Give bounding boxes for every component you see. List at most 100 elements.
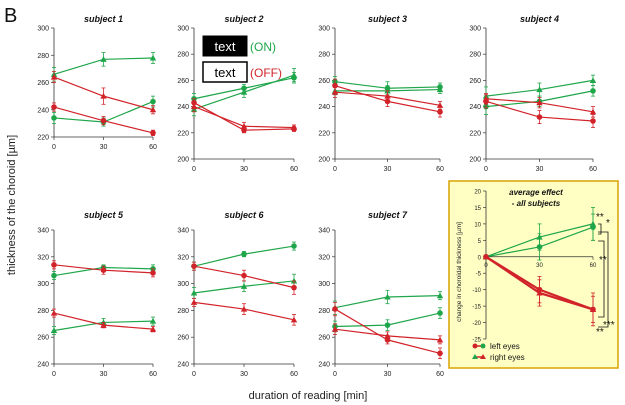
p2-y-tick-label: 240 [177, 104, 189, 111]
p1-point-green-triangle [100, 56, 107, 62]
p7-point-red-circle [437, 350, 443, 357]
legend: text (ON) text (OFF) [202, 35, 282, 83]
legend-off-box [202, 61, 248, 83]
p1-y-tick-label: 280 [37, 53, 49, 60]
p1-point-green-circle [150, 98, 156, 105]
p3-x-tick-label: 0 [333, 166, 337, 173]
inset-legend-left: left eyes [490, 342, 520, 351]
inset-title-line1: average effect [509, 188, 563, 197]
p4-x-tick-label: 0 [484, 166, 488, 173]
p4-y-tick-label: 240 [469, 104, 481, 111]
p2-x-tick-label: 0 [192, 166, 196, 173]
p8-x-tick-label: 60 [590, 263, 597, 269]
inset-title-line2: - all subjects [512, 199, 561, 208]
p4-y-tick-label: 280 [469, 52, 481, 59]
legend-on-box [202, 35, 248, 57]
p7-y-tick-label: 340 [318, 228, 330, 235]
p2-point-green-triangle [240, 88, 248, 95]
p7-x-tick-label: 30 [384, 371, 392, 378]
p4-point-red-triangle [482, 95, 490, 102]
p6-y-tick-label: 280 [177, 308, 189, 315]
p6-point-red-triangle [240, 305, 248, 312]
p5-title: subject 5 [84, 210, 124, 220]
sig-1: ** [596, 212, 604, 223]
p4-y-tick-label: 300 [469, 26, 481, 33]
p8-point-red-triangle [589, 306, 597, 312]
p1-title: subject 1 [84, 14, 123, 24]
p2-y-tick-label: 220 [177, 130, 189, 137]
p7-y-tick-label: 260 [318, 335, 330, 342]
sig-bracket-low [598, 240, 605, 318]
p4-point-green-triangle [589, 77, 597, 83]
p6-x-tick-label: 30 [240, 371, 248, 378]
p8-y-tick-label: -10 [472, 288, 481, 294]
legend-off-box-text: text [215, 65, 236, 80]
p6-y-tick-label: 300 [177, 281, 189, 288]
p8-y-tick-label: 15 [474, 206, 481, 212]
p4-point-red-circle [536, 114, 543, 120]
p5-x-tick-label: 30 [100, 371, 108, 378]
p6-point-red-circle [191, 263, 197, 269]
p8-y-tick-label: 5 [478, 239, 482, 245]
legend-off-label: (OFF) [250, 66, 282, 80]
p5-point-red-circle [150, 270, 156, 276]
p5-y-tick-label: 300 [37, 281, 49, 288]
p7-y-tick-label: 300 [318, 281, 330, 288]
p7-point-red-triangle [331, 325, 339, 332]
p2-y-tick-label: 300 [177, 26, 189, 33]
legend-green-triangle-marker [472, 354, 478, 359]
inset-y-label: change in choroidal thickness [µm] [456, 222, 463, 322]
sig-3: ** [599, 255, 607, 266]
p1-point-red-circle [100, 117, 107, 124]
p3-y-tick-label: 260 [318, 78, 330, 85]
p7-point-green-triangle [384, 293, 391, 300]
p5-y-tick-label: 260 [37, 335, 49, 342]
p8-point-red-triangle [482, 253, 490, 260]
p5-point-green-triangle [149, 317, 157, 324]
p7-y-tick-label: 320 [318, 254, 330, 261]
p6-y-tick-label: 340 [177, 228, 189, 235]
y-axis-label: thickness of the choroid [µm] [6, 135, 18, 275]
p7-y-tick-label: 240 [318, 362, 330, 369]
p3-point-red-triangle [331, 88, 339, 95]
p8-point-green-triangle [589, 220, 597, 227]
p5-point-red-triangle [100, 321, 107, 328]
watermark: 知乎 @钱金维Weber [430, 372, 559, 388]
p4-y-tick-label: 220 [469, 130, 481, 137]
sig-4: ** [596, 327, 604, 338]
inset-legend: left eyes right eyes [472, 342, 525, 362]
p5-y-tick-label: 280 [37, 308, 49, 315]
p3-y-tick-label: 300 [318, 26, 330, 33]
p6-x-tick-label: 0 [192, 371, 196, 378]
p2-point-red-triangle [240, 123, 248, 129]
sig-bracket-mid [598, 231, 609, 328]
p5-point-red-circle [51, 262, 57, 268]
inset-background [448, 180, 619, 369]
p7-point-red-triangle [436, 336, 444, 343]
p5-point-green-triangle [50, 327, 58, 334]
p2-point-green-triangle [290, 71, 298, 78]
p5-point-red-triangle [50, 309, 58, 316]
p8-y-tick-label: 0 [478, 255, 482, 261]
p1-x-tick-label: 0 [52, 144, 56, 151]
p8-y-tick-label: -25 [472, 338, 481, 344]
p1-point-green-circle [51, 115, 57, 121]
p5-y-tick-label: 320 [37, 254, 49, 261]
p3-y-tick-label: 280 [318, 52, 330, 59]
p3-x-tick-label: 60 [436, 166, 444, 173]
p4-x-tick-label: 30 [536, 166, 544, 173]
p6-point-green-triangle [190, 289, 198, 296]
p3-title: subject 3 [368, 14, 407, 24]
p3-x-tick-label: 30 [384, 166, 392, 173]
p4-point-green-circle [590, 88, 596, 94]
p6-point-red-triangle [190, 299, 198, 305]
legend-on-label: (ON) [250, 40, 276, 54]
p7-x-tick-label: 0 [333, 371, 337, 378]
p2-point-red-triangle [290, 124, 298, 131]
p4-point-red-circle [590, 118, 596, 124]
p2-title: subject 2 [224, 14, 263, 24]
p6-y-tick-label: 260 [177, 335, 189, 342]
p7-x-tick-label: 60 [436, 371, 444, 378]
p8-y-tick-label: 20 [474, 190, 481, 196]
